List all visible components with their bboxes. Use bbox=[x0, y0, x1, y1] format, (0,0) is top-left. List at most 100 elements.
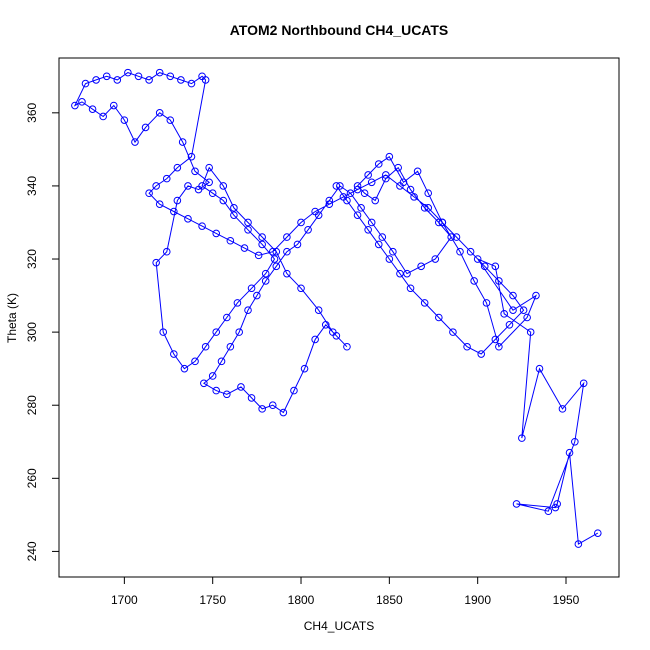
data-point bbox=[420, 299, 429, 307]
x-tick-label: 1750 bbox=[199, 593, 226, 607]
data-point bbox=[208, 372, 217, 380]
data-point bbox=[382, 174, 390, 183]
data-point bbox=[431, 255, 440, 263]
data-point bbox=[594, 529, 602, 537]
data-point bbox=[219, 182, 228, 190]
data-point bbox=[374, 240, 383, 249]
y-axis: 240 260 280 300 320 340 360 bbox=[25, 102, 60, 561]
data-point bbox=[223, 390, 231, 399]
chart-title: ATOM2 Northbound CH4_UCATS bbox=[230, 22, 449, 38]
data-point bbox=[184, 215, 192, 223]
data-point bbox=[325, 200, 334, 208]
data-point bbox=[155, 109, 164, 117]
series-lines bbox=[73, 72, 599, 545]
data-point bbox=[297, 284, 305, 293]
data-point bbox=[336, 182, 344, 190]
data-point bbox=[535, 364, 544, 373]
data-point bbox=[424, 204, 433, 212]
data-point bbox=[99, 112, 107, 121]
data-point bbox=[145, 189, 153, 198]
data-point bbox=[314, 306, 323, 314]
x-tick-label: 1800 bbox=[288, 593, 315, 607]
data-point bbox=[200, 379, 208, 388]
data-point bbox=[544, 507, 553, 516]
data-point bbox=[374, 160, 383, 168]
data-point bbox=[311, 207, 319, 216]
data-point bbox=[447, 233, 455, 241]
data-point bbox=[491, 262, 500, 271]
data-point bbox=[102, 72, 111, 81]
data-point bbox=[272, 247, 281, 256]
data-point bbox=[152, 182, 160, 190]
data-point bbox=[360, 189, 369, 198]
x-tick-label: 1850 bbox=[376, 593, 403, 607]
data-point bbox=[141, 123, 150, 132]
data-point bbox=[518, 434, 526, 442]
data-point bbox=[297, 218, 305, 227]
data-point bbox=[343, 342, 351, 351]
x-tick-label: 1900 bbox=[464, 593, 491, 607]
data-point bbox=[235, 328, 243, 336]
data-point bbox=[466, 247, 475, 256]
data-point bbox=[258, 240, 266, 249]
data-point bbox=[283, 247, 291, 256]
data-point bbox=[217, 357, 226, 366]
data-point bbox=[162, 247, 171, 256]
data-point bbox=[113, 76, 122, 84]
data-point bbox=[357, 204, 365, 212]
data-point bbox=[565, 448, 574, 457]
data-point bbox=[178, 138, 187, 146]
data-point bbox=[155, 68, 164, 77]
data-point bbox=[109, 101, 118, 110]
data-point bbox=[473, 255, 482, 263]
data-point bbox=[212, 229, 221, 238]
data-point bbox=[420, 204, 429, 212]
data-point bbox=[230, 204, 238, 212]
data-point bbox=[512, 500, 521, 508]
data-point bbox=[162, 174, 171, 183]
data-point bbox=[191, 357, 199, 366]
data-point bbox=[244, 218, 252, 227]
data-point bbox=[268, 401, 277, 410]
series-line bbox=[73, 72, 599, 545]
data-point bbox=[81, 79, 90, 88]
data-point bbox=[261, 277, 270, 285]
data-point bbox=[385, 255, 394, 263]
data-point bbox=[505, 321, 514, 329]
data-point bbox=[532, 291, 540, 300]
data-point bbox=[247, 394, 256, 402]
data-point bbox=[553, 500, 561, 508]
data-point bbox=[247, 284, 256, 293]
y-tick-label: 340 bbox=[25, 176, 39, 196]
data-point bbox=[353, 182, 362, 190]
x-tick-label: 1950 bbox=[553, 593, 580, 607]
data-point bbox=[201, 342, 210, 351]
data-point bbox=[198, 222, 206, 230]
data-point bbox=[261, 269, 270, 278]
data-point bbox=[268, 247, 277, 256]
data-point bbox=[364, 171, 372, 179]
data-point bbox=[470, 277, 478, 285]
data-point bbox=[558, 405, 567, 413]
data-point bbox=[325, 196, 334, 205]
series-points bbox=[71, 68, 602, 548]
data-point bbox=[233, 299, 242, 307]
data-point bbox=[226, 236, 235, 245]
data-point bbox=[272, 262, 281, 271]
data-point bbox=[495, 342, 503, 351]
data-point bbox=[253, 291, 261, 300]
x-tick-label: 1700 bbox=[111, 593, 138, 607]
data-point bbox=[120, 116, 129, 124]
data-point bbox=[230, 211, 238, 219]
data-point bbox=[477, 350, 486, 358]
data-point bbox=[71, 101, 79, 110]
data-point bbox=[551, 503, 560, 512]
data-point bbox=[353, 211, 362, 219]
data-point bbox=[311, 335, 319, 344]
data-point bbox=[396, 269, 404, 278]
data-point bbox=[480, 262, 489, 271]
data-point bbox=[579, 379, 588, 388]
data-point bbox=[240, 244, 249, 252]
data-point bbox=[417, 262, 425, 271]
data-point bbox=[519, 306, 528, 314]
